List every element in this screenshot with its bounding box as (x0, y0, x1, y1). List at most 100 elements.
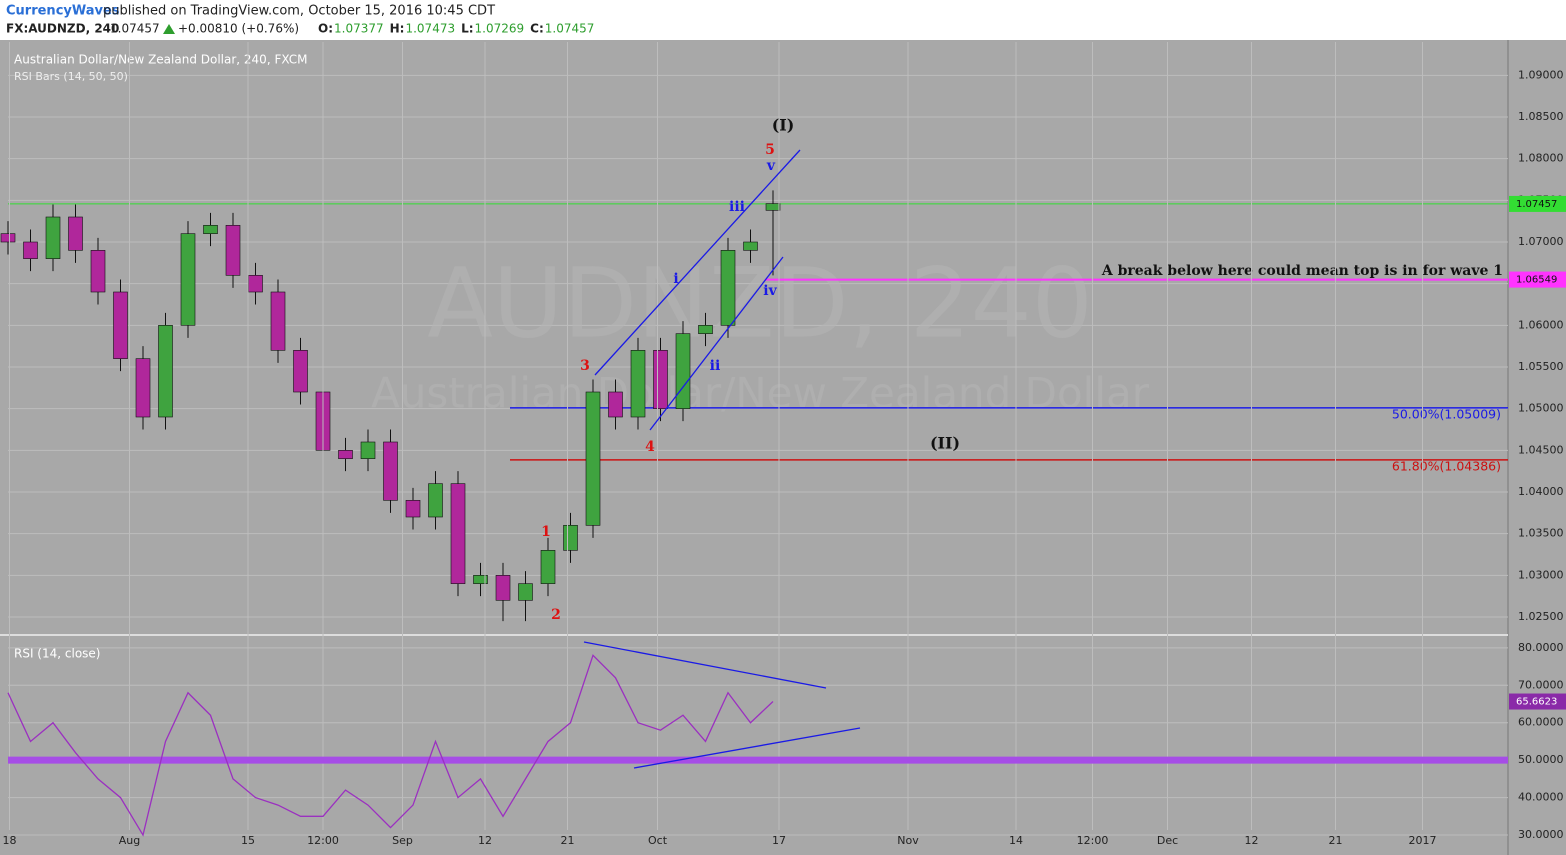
price-label: 1.07457 (1516, 199, 1557, 210)
candle-body (428, 483, 443, 518)
candle-body (225, 225, 241, 276)
wave-label: (I) (772, 116, 795, 135)
candle-body (743, 241, 758, 251)
x-tick-label: 12 (1245, 834, 1259, 847)
wave-label: ii (710, 358, 721, 374)
symbol: FX:AUDNZD, 240 (6, 22, 119, 36)
candle-body (675, 333, 691, 409)
last-price: 1.07457 (110, 22, 160, 36)
pane-title: Australian Dollar/New Zealand Dollar, 24… (14, 53, 307, 67)
x-tick-label: Dec (1157, 834, 1178, 847)
x-tick-label: 2017 (1409, 834, 1437, 847)
ohlc-value: 1.07473 (405, 22, 455, 36)
ohlc-label: O: (318, 22, 333, 36)
chart-bg (0, 40, 1566, 855)
wave-label: iii (729, 199, 745, 215)
y-tick-label: 1.08000 (1518, 152, 1564, 165)
candle-body (765, 203, 781, 211)
y-tick-label: 60.0000 (1518, 716, 1564, 729)
ohlc-value: 1.07377 (334, 22, 384, 36)
candle-body (248, 275, 263, 293)
x-tick-label: 15 (241, 834, 255, 847)
y-tick-label: 1.05500 (1518, 360, 1564, 373)
x-tick-label: 17 (772, 834, 786, 847)
watermark: AUDNZD, 240 (427, 247, 1093, 359)
candle-body (180, 233, 196, 326)
candle-body (518, 583, 533, 601)
price-label-bg (1509, 271, 1566, 288)
y-tick-label: 1.07000 (1518, 235, 1564, 248)
published: published on TradingView.com, October 15… (103, 4, 495, 19)
y-tick-label: 1.09000 (1518, 68, 1564, 81)
wave-label: iv (763, 283, 777, 299)
rsi-pane: 30.0000 40.0000 50.0000 60.0000 70.0000 80.00… (3, 42, 1566, 847)
wave-label: i (673, 271, 678, 287)
y-tick-label: 1.04500 (1518, 443, 1564, 456)
x-tick-label: Nov (897, 834, 919, 847)
y-tick-label: 1.04000 (1518, 485, 1564, 498)
wave-label: 2 (551, 607, 561, 623)
y-tick-label: 1.06000 (1518, 318, 1564, 331)
y-tick-label: 1.02500 (1518, 610, 1564, 623)
candle-body (540, 550, 556, 584)
candle-body (450, 483, 466, 584)
y-tick-label: 50.0000 (1518, 753, 1564, 766)
candle-body (203, 225, 218, 234)
y-tick-label: 1.03500 (1518, 527, 1564, 540)
wave-label: 3 (580, 358, 590, 374)
candle-body (495, 575, 511, 601)
wave-label: 4 (645, 439, 655, 455)
y-tick-label: 80.0000 (1518, 641, 1564, 654)
ohlc: O: 1.07377 H: 1.07473 L: 1.07269 C: 1.07457 (318, 22, 594, 36)
y-tick-label: 1.08500 (1518, 110, 1564, 123)
candle-body (293, 350, 308, 393)
y-tick-label: 70.0000 (1518, 678, 1564, 691)
rsi-line (7, 654, 774, 837)
x-tick-label: 12:00 (307, 834, 339, 847)
wave-label: (II) (930, 434, 960, 453)
candle-body (405, 500, 421, 518)
header-bg (0, 0, 1566, 40)
candle-body (68, 216, 83, 251)
ohlc-label: H: (390, 22, 405, 36)
wave-label: 1 (541, 524, 551, 540)
author[interactable]: CurrencyWaves (6, 4, 120, 19)
ohlc-label: C: (530, 22, 544, 36)
candle-body (45, 216, 61, 259)
candle-body (698, 325, 713, 334)
x-tick-label: 12:00 (1077, 834, 1109, 847)
wave-label: A break below here could mean top is in … (1101, 263, 1503, 279)
rsi-last-bg (1509, 693, 1566, 710)
candle-body (0, 233, 16, 243)
pane-subtitle: RSI Bars (14, 50, 50) (14, 70, 128, 83)
candle-body (630, 350, 646, 418)
rsi-last-label: 65.6623 (1516, 697, 1557, 708)
price-pane: 1.02500 1.03000 1.03500 1.04000 1.04500 1.050… (0, 53, 1566, 623)
candle-body (135, 358, 151, 418)
rsi-trend-lower (633, 727, 861, 769)
candle-body (90, 250, 106, 293)
candle-body (158, 325, 173, 418)
y-tick-label: 1.03000 (1518, 568, 1564, 581)
x-tick-label: 14 (1009, 834, 1023, 847)
x-tick-label: 18 (3, 834, 17, 847)
fib-label: 50.00%(1.05009) (1392, 406, 1501, 421)
pane-title: RSI (14, close) (14, 647, 100, 661)
change: +0.00810 (+0.76%) (178, 22, 299, 36)
watermark: Australian Dollar/New Zealand Dollar (371, 369, 1150, 418)
ohlc-value: 1.07457 (545, 22, 595, 36)
ohlc-value: 1.07269 (475, 22, 525, 36)
rsi-trend-upper (583, 641, 827, 689)
price-label: 1.06549 (1516, 275, 1557, 286)
candle-body (720, 250, 736, 326)
channel-lower (649, 256, 784, 431)
y-tick-label: 1.05000 (1518, 402, 1564, 415)
x-tick-label: 21 (1329, 834, 1343, 847)
candle-body (270, 291, 286, 351)
y-tick-label: 30.0000 (1518, 828, 1564, 841)
candle-body (113, 291, 128, 359)
x-tick-label: Oct (648, 834, 668, 847)
candle-body (383, 441, 398, 501)
